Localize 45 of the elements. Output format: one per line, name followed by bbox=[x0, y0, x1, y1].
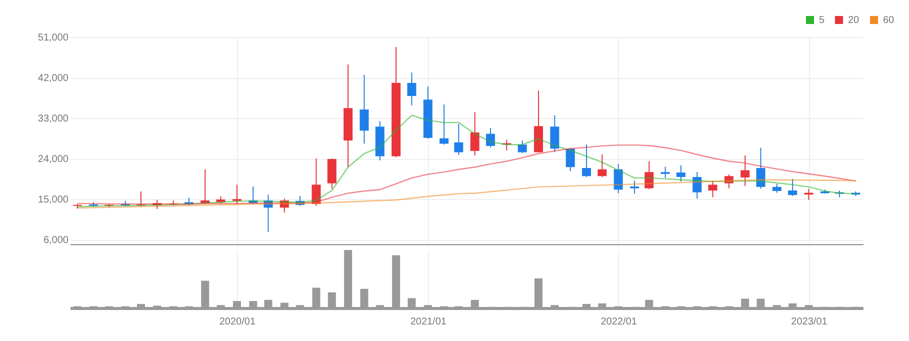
candlestick bbox=[232, 184, 242, 205]
x-tick-label: 2021/01 bbox=[410, 316, 447, 328]
candlestick bbox=[296, 195, 305, 206]
candlestick bbox=[264, 194, 273, 232]
candlestick bbox=[772, 183, 782, 194]
candlestick bbox=[360, 74, 369, 144]
y-tick-label: 42,000 bbox=[38, 73, 69, 84]
y-tick-label: 24,000 bbox=[38, 154, 69, 166]
candlestick bbox=[582, 144, 591, 178]
y-tick-label: 15,000 bbox=[38, 194, 69, 206]
candlestick bbox=[756, 147, 766, 190]
x-tick-label: 2020/01 bbox=[219, 316, 256, 328]
candlestick bbox=[312, 158, 321, 206]
candlestick bbox=[550, 114, 560, 153]
candlestick bbox=[676, 164, 686, 182]
y-tick-label: 51,000 bbox=[38, 32, 69, 44]
candlestick bbox=[407, 72, 416, 106]
candlestick bbox=[566, 148, 575, 172]
candlestick bbox=[136, 190, 146, 208]
candlestick bbox=[740, 154, 750, 187]
legend-label: 5 bbox=[819, 15, 825, 26]
candlestick bbox=[598, 154, 607, 178]
candlestick bbox=[644, 160, 654, 190]
y-tick-label: 6,000 bbox=[43, 235, 69, 246]
candlestick bbox=[440, 104, 449, 146]
candlestick bbox=[660, 166, 670, 178]
candlestick bbox=[454, 123, 464, 156]
candlestick bbox=[518, 140, 527, 154]
legend-label: 20 bbox=[848, 15, 860, 26]
candlestick bbox=[248, 186, 258, 205]
x-tick-label: 2023/01 bbox=[791, 316, 828, 328]
candlestick bbox=[470, 112, 480, 156]
x-tick-label: 2022/01 bbox=[600, 316, 638, 328]
candlestick bbox=[788, 178, 798, 196]
candlestick bbox=[724, 174, 734, 189]
candlestick bbox=[486, 127, 495, 148]
legend-label: 60 bbox=[883, 15, 895, 26]
candlestick bbox=[708, 180, 718, 198]
candlestick bbox=[614, 163, 623, 194]
candlestick bbox=[152, 199, 162, 210]
candlestick bbox=[630, 180, 639, 194]
candlestick bbox=[692, 172, 702, 200]
candlestick bbox=[280, 198, 289, 214]
candlestick bbox=[200, 168, 210, 204]
y-tick-label: 33,000 bbox=[38, 114, 69, 125]
